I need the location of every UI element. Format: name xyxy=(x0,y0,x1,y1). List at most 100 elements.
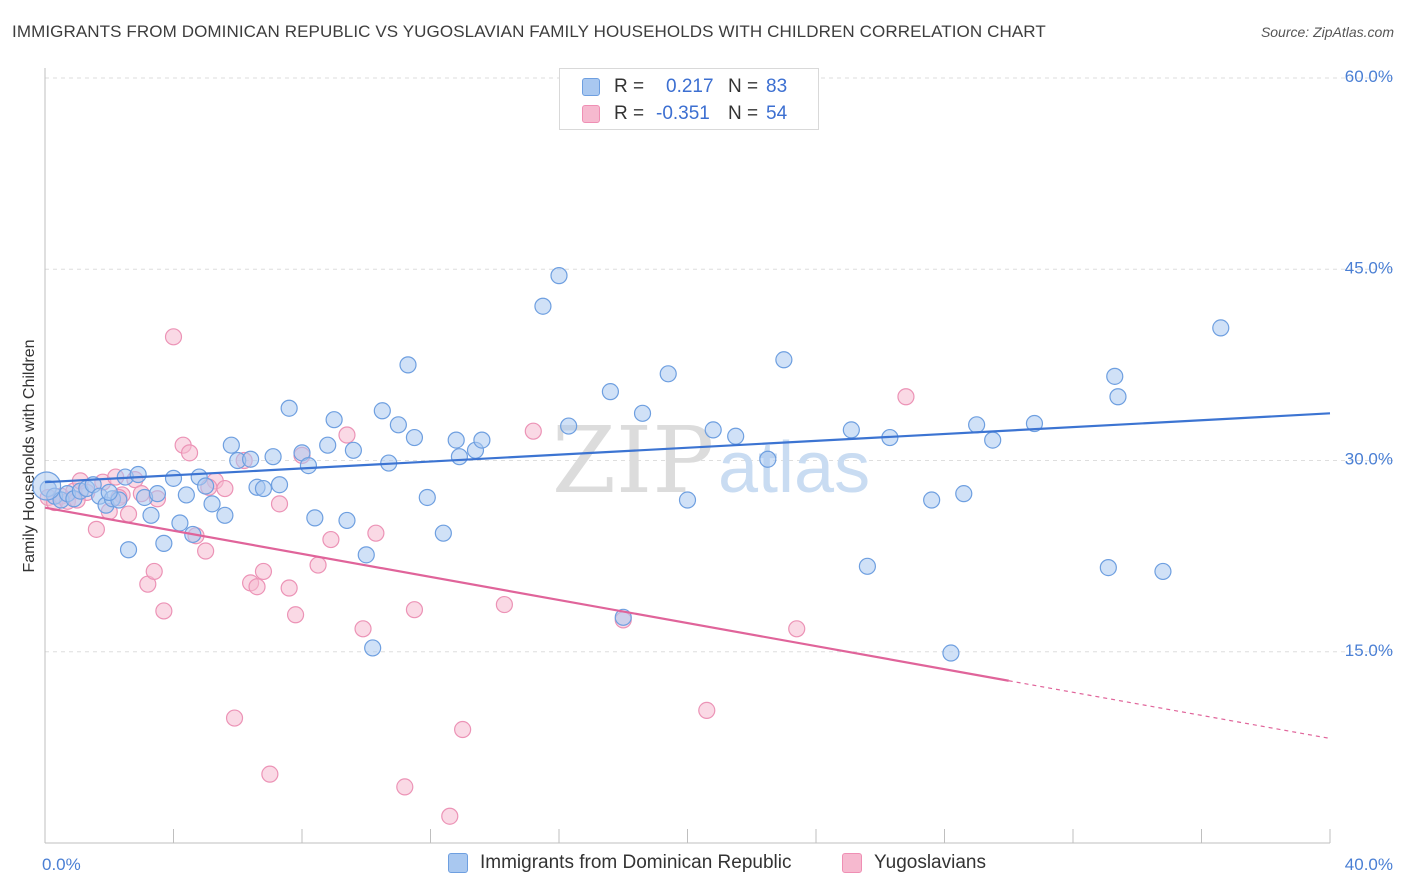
yugoslavian-trend-line xyxy=(44,506,1009,682)
axes xyxy=(44,68,1331,844)
dominican-point xyxy=(357,546,375,564)
dominican-point xyxy=(955,485,973,503)
dominican-point xyxy=(344,441,362,459)
dominican-point xyxy=(119,541,138,559)
yugoslavian-point xyxy=(180,444,199,462)
dominican-point xyxy=(1025,414,1044,433)
yugoslavian-point xyxy=(897,388,915,406)
dominican-point xyxy=(264,448,282,466)
legend-r-label: R = xyxy=(614,103,645,124)
yugoslavian-point xyxy=(261,765,279,783)
dominican-point xyxy=(560,417,578,435)
yugoslavian-point xyxy=(367,524,385,542)
dominican-point xyxy=(306,509,324,527)
yugoslavian-point xyxy=(145,562,163,581)
pink-swatch-icon xyxy=(582,105,600,123)
yugoslavian-point xyxy=(405,601,424,619)
dominican-point xyxy=(254,479,273,498)
dominican-point xyxy=(164,469,183,487)
dominican-point xyxy=(155,534,173,552)
dominican-point xyxy=(1099,558,1117,577)
yugoslavian-point xyxy=(309,556,327,574)
dominican-point xyxy=(633,404,652,422)
yugoslavian-point xyxy=(164,328,183,346)
yugoslavian-point xyxy=(87,520,106,538)
legend-row-yugoslavian: R = -0.351 N = 54 xyxy=(582,102,787,126)
dominican-point xyxy=(197,477,215,495)
dominican-point xyxy=(319,436,337,454)
legend-n-label: N = xyxy=(728,76,759,97)
chart-title: IMMIGRANTS FROM DOMINICAN REPUBLIC VS YU… xyxy=(12,22,1046,41)
dominican-trend-line xyxy=(44,412,1331,484)
y-tick-labels: 15.0% 30.0% 45.0% 60.0% xyxy=(1345,67,1393,660)
yugoslavian-point xyxy=(354,620,372,638)
grid-lines xyxy=(45,77,1395,653)
legend-n-label: N = xyxy=(728,103,759,124)
yugoslavian-point xyxy=(396,778,414,796)
dominican-point xyxy=(203,495,221,513)
dominican-point xyxy=(473,431,491,449)
legend-r-label: R = xyxy=(614,76,645,97)
dominican-point xyxy=(447,431,465,449)
yugoslavian-point xyxy=(322,530,340,549)
dominican-point xyxy=(1109,388,1127,406)
dominican-point xyxy=(550,267,568,285)
y-axis-label: Family Households with Children xyxy=(21,340,38,573)
x-tick-label: 0.0% xyxy=(42,855,81,874)
yugoslavian-point xyxy=(788,620,806,638)
yugoslavian-point xyxy=(524,422,542,440)
dominican-point xyxy=(142,506,160,524)
dominican-points xyxy=(32,69,1230,662)
yugoslavian-point xyxy=(280,579,298,597)
blue-swatch-icon xyxy=(582,78,600,96)
dominican-point xyxy=(242,450,260,468)
dominican-point xyxy=(129,465,147,484)
y-tick-label: 45.0% xyxy=(1345,258,1393,277)
legend-n-value: 54 xyxy=(766,103,788,124)
yugoslavian-point xyxy=(441,807,459,825)
dominican-point xyxy=(177,486,195,504)
yugoslavian-point xyxy=(225,709,244,727)
series-legend: Immigrants from Dominican Republic Yugos… xyxy=(0,852,1406,876)
dominican-point xyxy=(923,491,941,509)
yugoslavian-point xyxy=(286,606,305,624)
dominican-point xyxy=(1106,367,1124,385)
legend-r-value: -0.351 xyxy=(656,103,710,124)
yugoslavian-point xyxy=(698,701,716,720)
dominican-point xyxy=(32,471,62,501)
dominican-point xyxy=(373,402,391,420)
legend-n-value: 83 xyxy=(766,76,788,97)
dominican-point xyxy=(405,428,424,447)
dominican-point xyxy=(399,356,417,374)
dominican-point xyxy=(389,416,407,434)
yugoslavian-point xyxy=(454,720,472,739)
dominican-point xyxy=(704,421,722,439)
yugoslavian-point xyxy=(119,505,138,523)
yugoslavian-point xyxy=(216,479,234,498)
yugoslavian-point xyxy=(338,426,356,444)
dominican-point xyxy=(280,399,298,417)
yugoslavian-point xyxy=(155,602,173,620)
trend-lines xyxy=(44,412,1331,740)
y-tick-label: 30.0% xyxy=(1345,450,1393,469)
y-tick-label: 60.0% xyxy=(1345,67,1393,86)
dominican-point xyxy=(534,297,552,315)
dominican-point xyxy=(216,506,234,524)
dominican-point xyxy=(727,427,745,445)
x-tick-labels: 0.0% 40.0% xyxy=(42,855,1393,874)
dominican-point xyxy=(1212,319,1230,337)
dominican-point xyxy=(942,644,960,662)
dominican-point xyxy=(222,436,240,454)
yugoslavian-point xyxy=(197,542,215,560)
legend-item-yugoslavians[interactable]: Yugoslavians xyxy=(842,852,986,874)
dominican-point xyxy=(270,476,289,494)
legend-item-dominican[interactable]: Immigrants from Dominican Republic xyxy=(448,852,792,874)
legend-row-dominican: R = 0.217 N = 83 xyxy=(582,75,787,99)
yugoslavian-point xyxy=(495,595,513,614)
dominican-point xyxy=(148,485,167,503)
dominican-point xyxy=(659,365,677,383)
dominican-point xyxy=(842,421,860,439)
dominican-point xyxy=(338,511,356,530)
dominican-point xyxy=(984,431,1002,449)
